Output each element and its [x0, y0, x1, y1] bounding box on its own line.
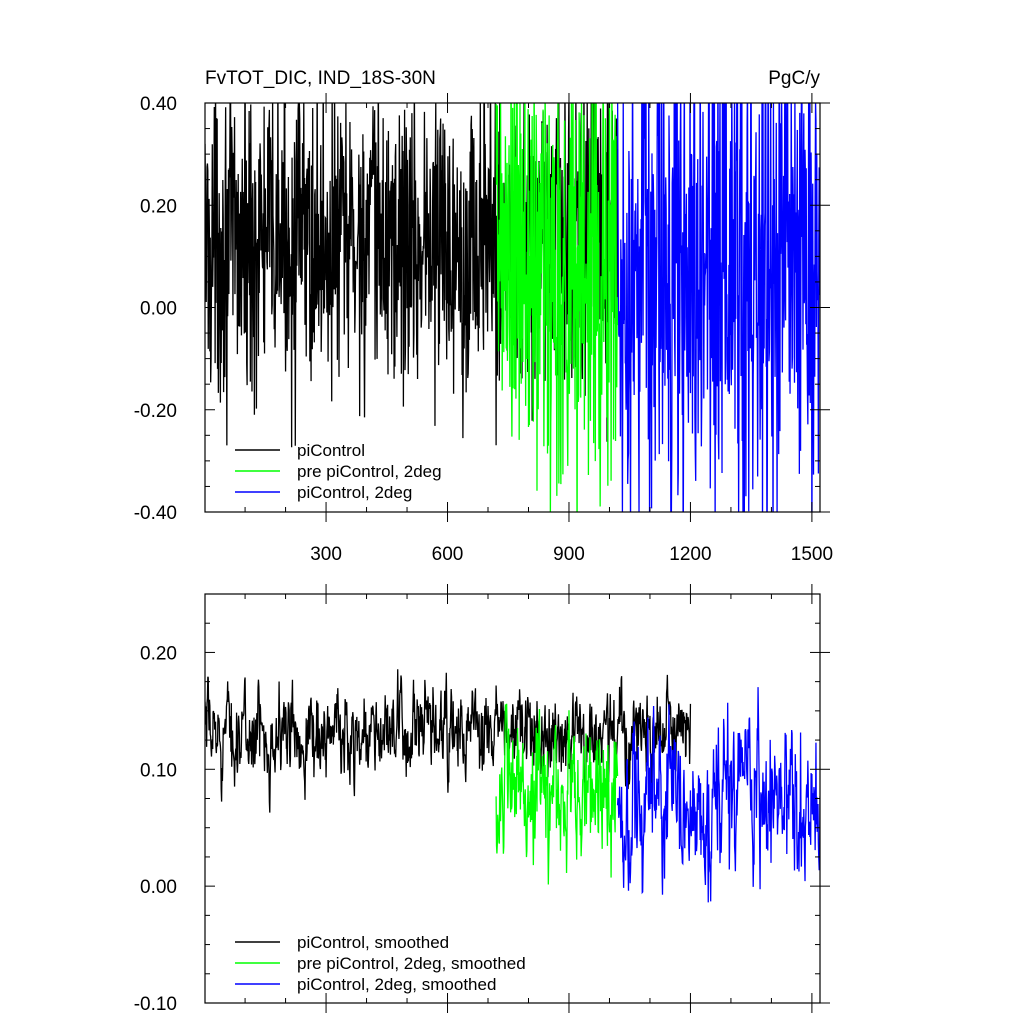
top-series-group [205, 103, 820, 512]
legend-label: piControl, 2deg [297, 483, 412, 502]
legend-label: pre piControl, 2deg, smoothed [297, 954, 526, 973]
series-line-bottom-0 [205, 669, 692, 813]
y-tick-label: 0.00 [140, 877, 177, 898]
x-tick-label: 300 [310, 544, 342, 565]
x-tick-label: 900 [553, 544, 585, 565]
legend-label: piControl, 2deg, smoothed [297, 975, 496, 994]
top-axes: 300 600 900 1200 1500 -0.40 -0.20 0.00 0.20 0.40 [134, 93, 833, 565]
y-tick-label: 0.10 [140, 760, 177, 781]
legend-label: piControl [297, 441, 365, 460]
top-panel-title: FvTOT_DIC, IND_18S-30N [205, 68, 436, 89]
legend-label: pre piControl, 2deg [297, 462, 442, 481]
top-legend: piControl pre piControl, 2deg piControl, 2… [235, 441, 442, 502]
bottom-axes: -0.10 0.00 0.10 0.20 [134, 584, 830, 1015]
bottom-panel: -0.10 0.00 0.10 0.20 piControl, smoothed pre… [134, 584, 830, 1015]
y-tick-label: 0.40 [140, 94, 177, 115]
series-line-bottom-2 [616, 687, 820, 903]
legend-label: piControl, smoothed [297, 933, 449, 952]
y-tick-label: -0.20 [134, 401, 177, 422]
y-tick-label: -0.10 [134, 994, 177, 1015]
x-tick-label: 1500 [791, 544, 833, 565]
top-panel: FvTOT_DIC, IND_18S-30N PgC/y 300 600 900 12… [134, 68, 833, 565]
series-line-top-1 [495, 103, 619, 512]
x-tick-label: 1200 [669, 544, 711, 565]
y-tick-label: 0.00 [140, 299, 177, 320]
bottom-series-group [205, 669, 820, 903]
bottom-legend: piControl, smoothed pre piControl, 2deg, … [235, 933, 526, 994]
x-tick-label: 600 [432, 544, 464, 565]
y-tick-label: -0.40 [134, 503, 177, 524]
series-line-top-2 [616, 103, 820, 512]
series-line-bottom-1 [495, 703, 619, 885]
y-tick-label: 0.20 [140, 196, 177, 217]
top-panel-units: PgC/y [768, 68, 820, 89]
y-tick-label: 0.20 [140, 643, 177, 664]
